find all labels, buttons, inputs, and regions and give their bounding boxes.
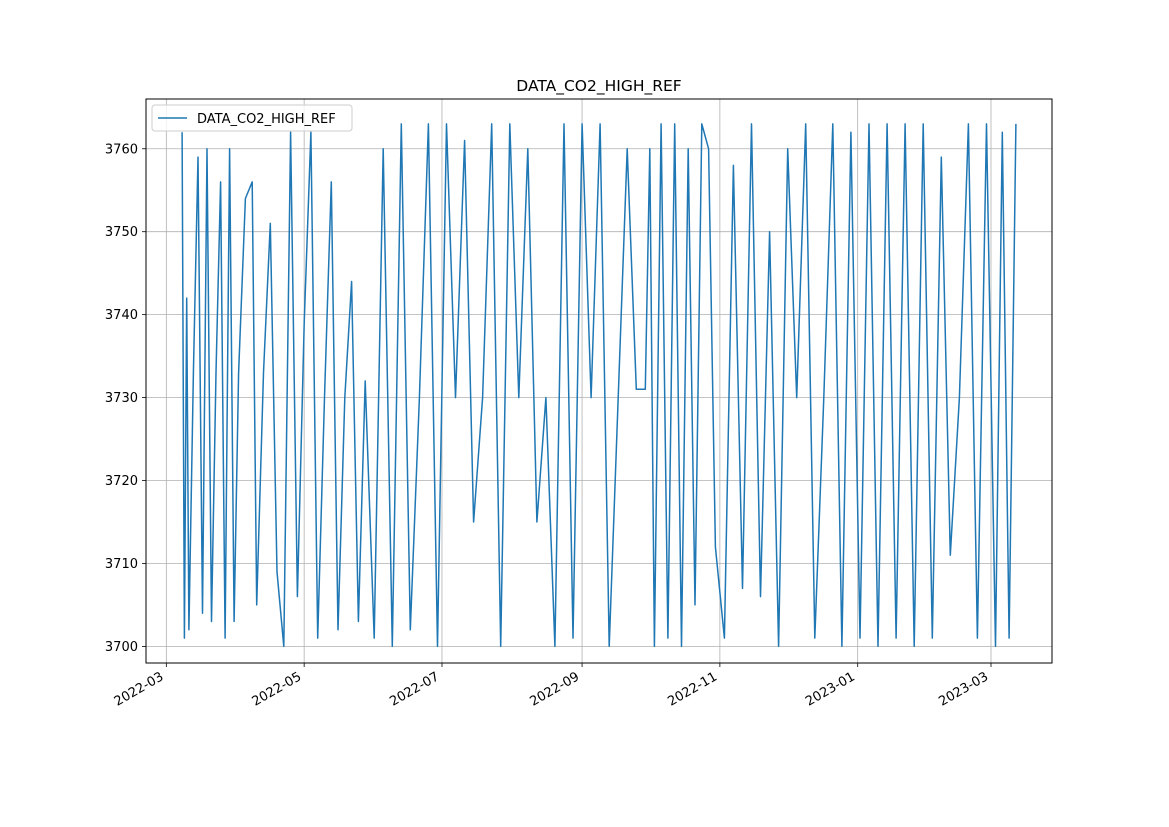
y-tick-label: 3700: [105, 640, 138, 655]
legend-label: DATA_CO2_HIGH_REF: [197, 112, 336, 127]
y-tick-label: 3750: [105, 225, 138, 240]
y-tick-label: 3740: [105, 308, 138, 323]
y-axis: 3700 3710 3720 3730 3740 3750 3760: [105, 142, 146, 655]
series-layer: [181, 123, 1017, 648]
series-line: [181, 123, 1017, 648]
y-tick-label: 3720: [105, 474, 138, 489]
legend: DATA_CO2_HIGH_REF: [151, 104, 353, 132]
legend-box: [151, 104, 353, 132]
y-tick-label: 3730: [105, 391, 138, 406]
y-tick-label: 3760: [105, 142, 138, 157]
y-tick-label: 3710: [105, 557, 138, 572]
chart-title: DATA_CO2_HIGH_REF: [516, 77, 682, 96]
plot-area-frame: [145, 98, 1053, 664]
